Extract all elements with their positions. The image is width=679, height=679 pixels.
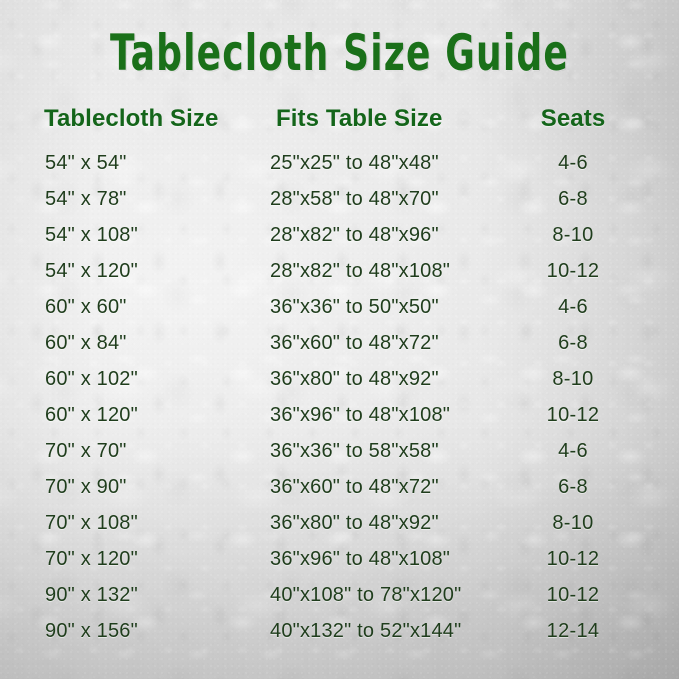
size-guide-table: Tablecloth Size Fits Table Size Seats 54…	[0, 104, 679, 654]
cell-tablecloth-size: 60" x 120"	[45, 404, 138, 426]
cell-tablecloth-size: 70" x 90"	[45, 476, 127, 498]
cell-seats: 4-6	[558, 152, 588, 174]
cell-fits-table-size: 28"x82" to 48"x108"	[270, 260, 451, 282]
cell-seats: 8-10	[552, 224, 594, 246]
cell-fits-table-size: 36"x96" to 48"x108"	[270, 548, 451, 570]
cell-tablecloth-size: 60" x 102"	[45, 368, 138, 390]
cell-fits-table-size: 36"x80" to 48"x92"	[270, 368, 439, 390]
cell-tablecloth-size: 90" x 132"	[45, 584, 138, 606]
cell-tablecloth-size: 54" x 108"	[45, 224, 138, 246]
cell-seats: 6-8	[558, 332, 588, 354]
cell-fits-table-size: 40"x108" to 78"x120"	[270, 584, 462, 606]
table-row: 54" x 78" 28"x58" to 48"x70" 6-8	[0, 186, 679, 222]
column-header-fits-table-size: Fits Table Size	[276, 105, 443, 132]
page-title: Tablecloth Size Guide	[110, 24, 569, 82]
cell-seats: 12-14	[546, 620, 600, 642]
cell-seats: 10-12	[546, 260, 600, 282]
cell-seats: 4-6	[558, 440, 588, 462]
table-row: 60" x 102" 36"x80" to 48"x92" 8-10	[0, 366, 679, 402]
table-row: 70" x 120" 36"x96" to 48"x108" 10-12	[0, 546, 679, 582]
cell-seats: 10-12	[546, 404, 600, 426]
cell-tablecloth-size: 90" x 156"	[45, 620, 138, 642]
cell-seats: 8-10	[552, 512, 594, 534]
column-header-seats: Seats	[540, 105, 606, 132]
cell-tablecloth-size: 54" x 120"	[45, 260, 138, 282]
cell-tablecloth-size: 70" x 108"	[45, 512, 138, 534]
table-row: 60" x 84" 36"x60" to 48"x72" 6-8	[0, 330, 679, 366]
table-row: 60" x 60" 36"x36" to 50"x50" 4-6	[0, 294, 679, 330]
cell-fits-table-size: 28"x58" to 48"x70"	[270, 188, 439, 210]
cell-tablecloth-size: 54" x 78"	[45, 188, 127, 210]
table-row: 54" x 120" 28"x82" to 48"x108" 10-12	[0, 258, 679, 294]
cell-seats: 4-6	[558, 296, 588, 318]
cell-fits-table-size: 36"x80" to 48"x92"	[270, 512, 439, 534]
cell-tablecloth-size: 54" x 54"	[45, 152, 127, 174]
cell-fits-table-size: 40"x132" to 52"x144"	[270, 620, 462, 642]
table-header-row: Tablecloth Size Fits Table Size Seats	[0, 104, 679, 150]
cell-tablecloth-size: 70" x 120"	[45, 548, 138, 570]
cell-tablecloth-size: 60" x 84"	[45, 332, 127, 354]
cell-seats: 10-12	[546, 584, 600, 606]
table-row: 60" x 120" 36"x96" to 48"x108" 10-12	[0, 402, 679, 438]
cell-seats: 6-8	[558, 188, 588, 210]
cell-seats: 10-12	[546, 548, 600, 570]
table-row: 70" x 108" 36"x80" to 48"x92" 8-10	[0, 510, 679, 546]
cell-fits-table-size: 28"x82" to 48"x96"	[270, 224, 439, 246]
cell-tablecloth-size: 70" x 70"	[45, 440, 127, 462]
table-row: 70" x 90" 36"x60" to 48"x72" 6-8	[0, 474, 679, 510]
cell-fits-table-size: 36"x36" to 50"x50"	[270, 296, 439, 318]
cell-fits-table-size: 36"x60" to 48"x72"	[270, 476, 439, 498]
cell-fits-table-size: 36"x36" to 58"x58"	[270, 440, 439, 462]
cell-fits-table-size: 36"x60" to 48"x72"	[270, 332, 439, 354]
cell-fits-table-size: 36"x96" to 48"x108"	[270, 404, 451, 426]
cell-seats: 8-10	[552, 368, 594, 390]
table-row: 90" x 132" 40"x108" to 78"x120" 10-12	[0, 582, 679, 618]
table-row: 90" x 156" 40"x132" to 52"x144" 12-14	[0, 618, 679, 654]
table-row: 54" x 54" 25"x25" to 48"x48" 4-6	[0, 150, 679, 186]
cell-tablecloth-size: 60" x 60"	[45, 296, 127, 318]
cell-seats: 6-8	[558, 476, 588, 498]
table-row: 54" x 108" 28"x82" to 48"x96" 8-10	[0, 222, 679, 258]
table-row: 70" x 70" 36"x36" to 58"x58" 4-6	[0, 438, 679, 474]
column-header-tablecloth-size: Tablecloth Size	[44, 105, 219, 132]
cell-fits-table-size: 25"x25" to 48"x48"	[270, 152, 439, 174]
